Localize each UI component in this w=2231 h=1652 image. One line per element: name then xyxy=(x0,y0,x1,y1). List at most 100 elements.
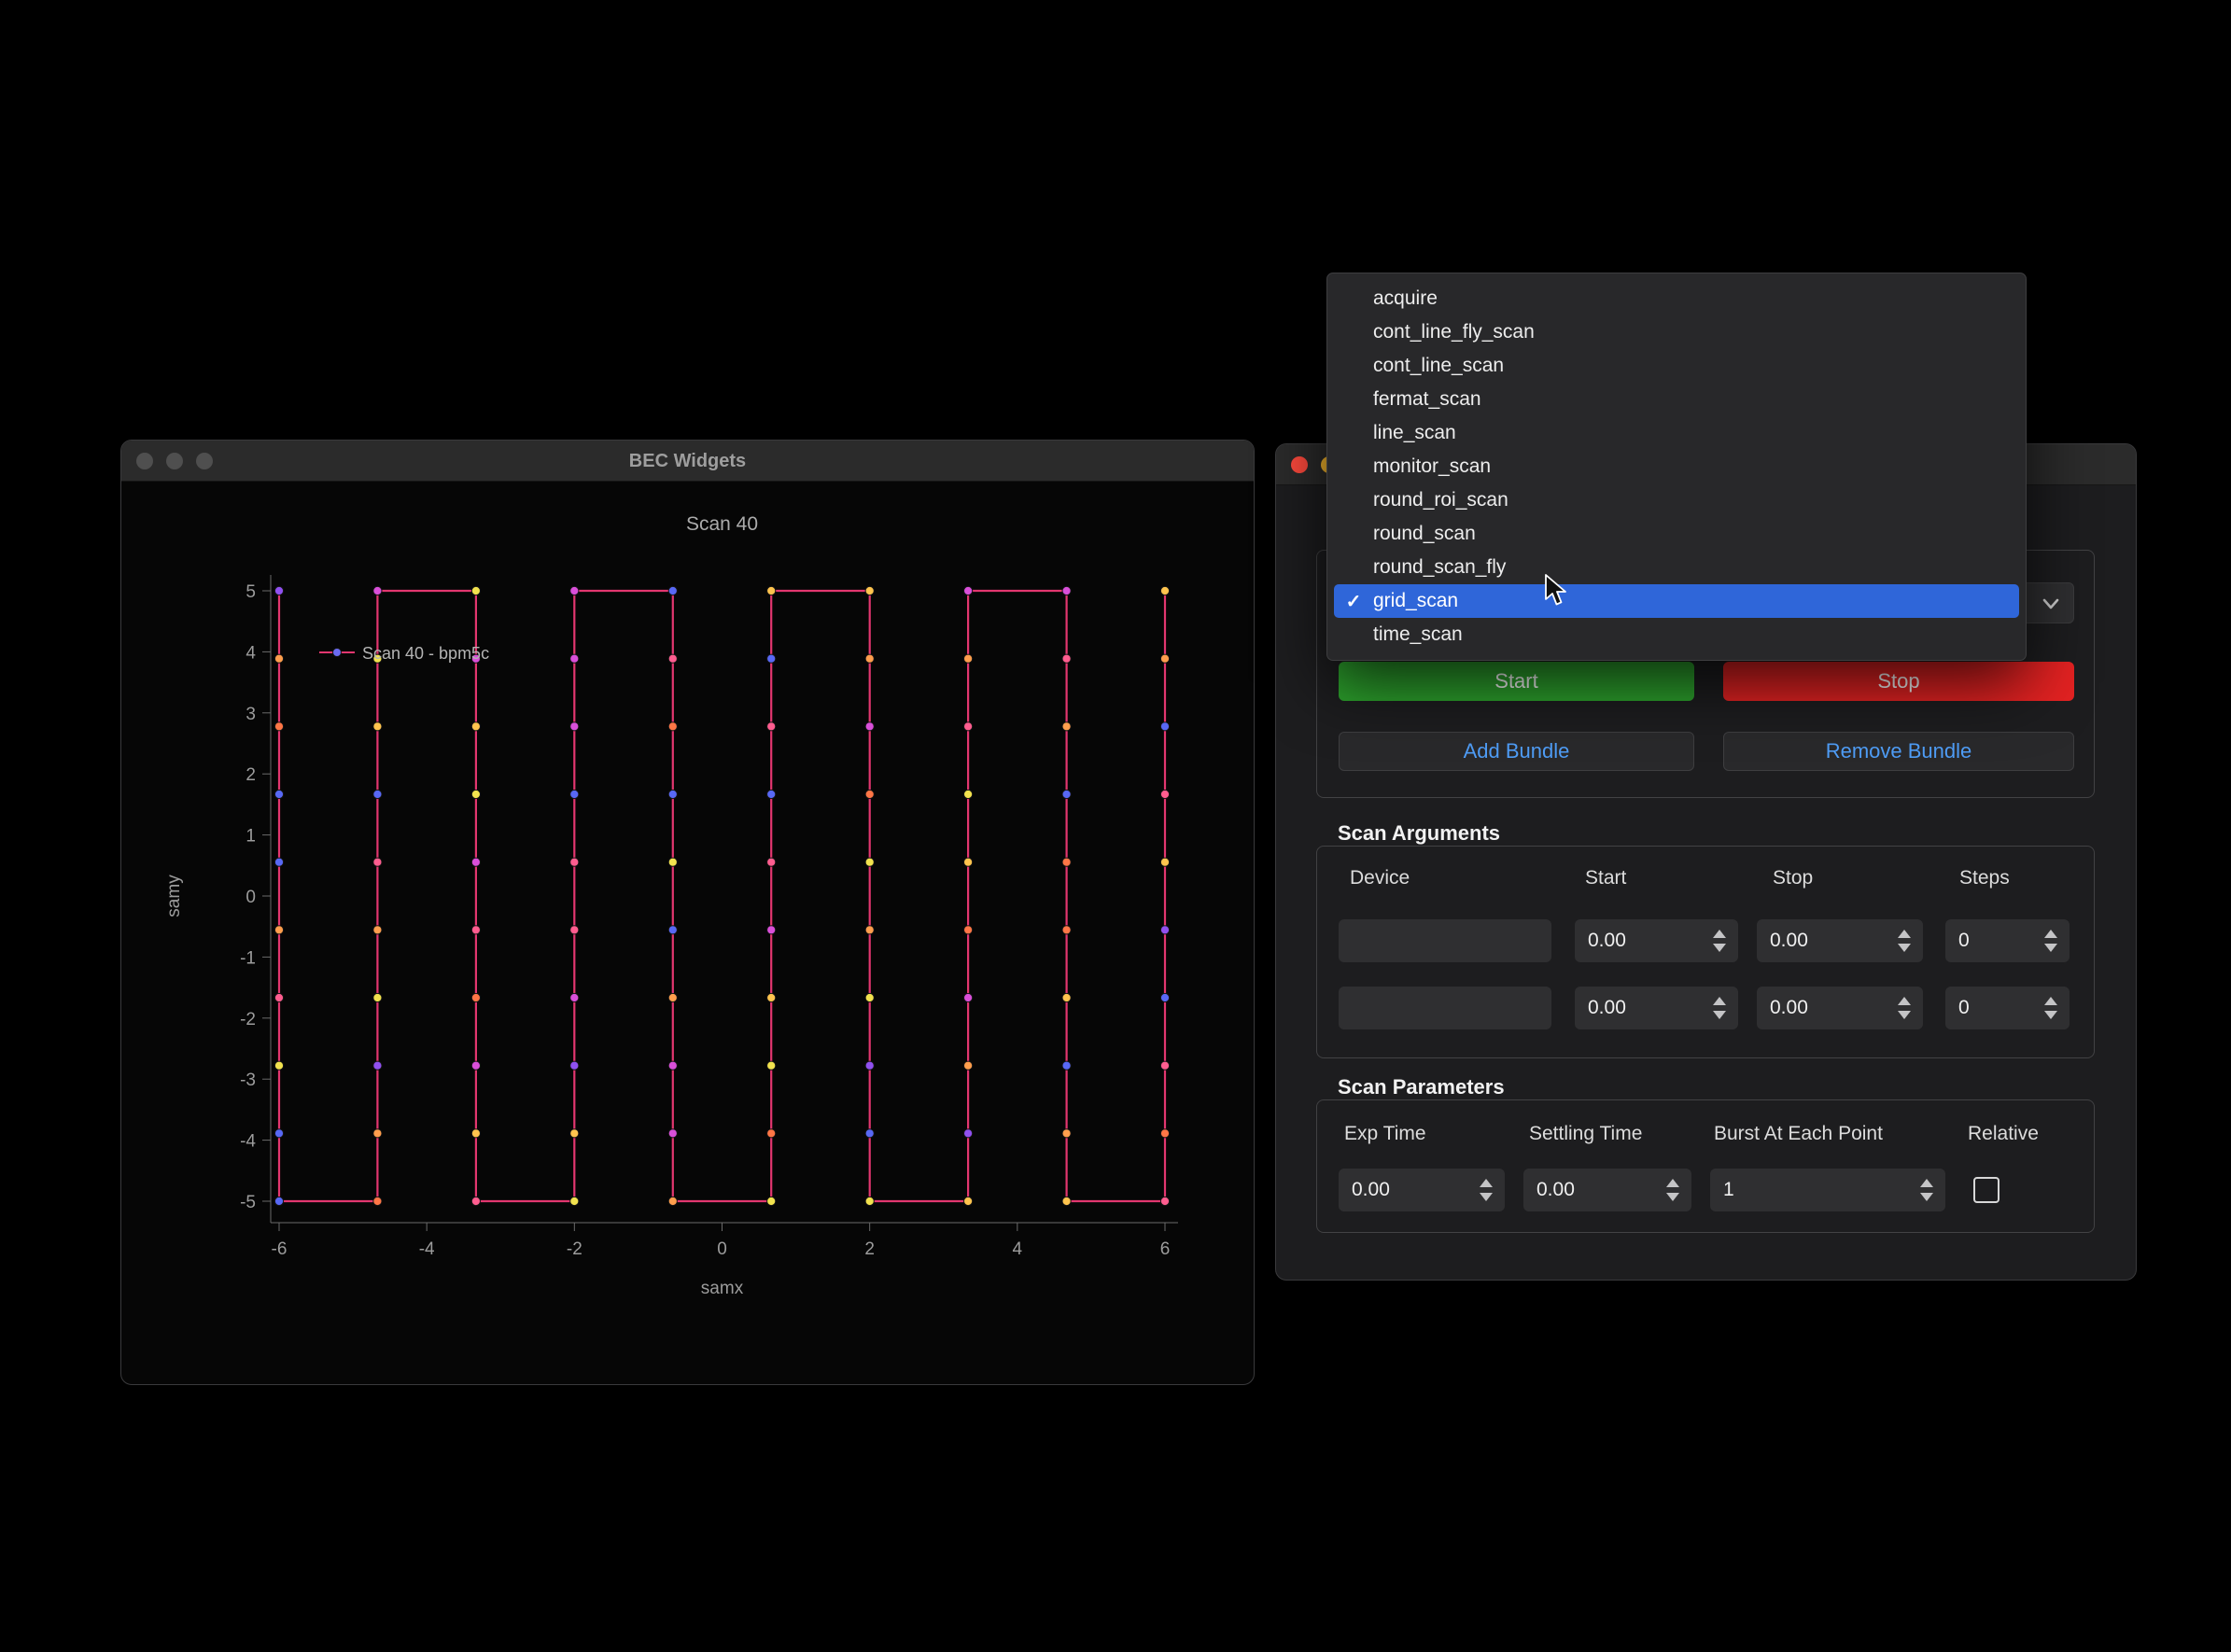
add-bundle-button[interactable]: Add Bundle xyxy=(1339,732,1694,771)
dropdown-item-time_scan[interactable]: time_scan xyxy=(1334,618,2019,651)
scan-point xyxy=(767,926,776,934)
dropdown-item-label: fermat_scan xyxy=(1373,388,1481,411)
scan-point xyxy=(570,586,579,595)
scan-point xyxy=(471,722,480,731)
scan-point xyxy=(274,1061,283,1070)
scan-point xyxy=(1160,790,1169,798)
scan-point xyxy=(1160,1197,1169,1205)
spinner-arrows-icon[interactable] xyxy=(2044,919,2061,962)
dropdown-item-label: cont_line_fly_scan xyxy=(1373,321,1535,343)
scan-point xyxy=(1160,1129,1169,1138)
scan-point xyxy=(471,1129,480,1138)
dropdown-item-round_scan_fly[interactable]: round_scan_fly xyxy=(1334,551,2019,584)
scan-point xyxy=(865,993,874,1001)
start-spinbox[interactable]: 0.00 xyxy=(1575,919,1738,962)
scan-point xyxy=(1062,1197,1071,1205)
scan-point xyxy=(570,1061,579,1070)
scan-point xyxy=(668,1197,677,1205)
spinner-arrows-icon[interactable] xyxy=(1713,987,1730,1029)
scan-arguments-title: Scan Arguments xyxy=(1338,821,1500,846)
scan-point xyxy=(1160,858,1169,866)
stop-button[interactable]: Stop xyxy=(1723,662,2074,701)
scan-point xyxy=(1062,586,1071,595)
svg-text:2: 2 xyxy=(864,1239,875,1259)
scan-point xyxy=(1160,654,1169,663)
scan-point xyxy=(1062,993,1071,1001)
settling-time-spinbox[interactable]: 0.00 xyxy=(1523,1169,1691,1211)
spinner-arrows-icon[interactable] xyxy=(1713,919,1730,962)
scan-point xyxy=(471,586,480,595)
scan-point xyxy=(373,993,382,1001)
dropdown-item-line_scan[interactable]: line_scan xyxy=(1334,416,2019,450)
stop-spinbox[interactable]: 0.00 xyxy=(1757,919,1923,962)
plot-window-titlebar[interactable]: BEC Widgets xyxy=(121,441,1254,482)
plot-window: BEC Widgets 543210-1-2-3-4-5-6-4-20246Sc… xyxy=(120,440,1255,1385)
scan-point xyxy=(767,1197,776,1205)
scan-point xyxy=(964,1061,973,1070)
dropdown-item-cont_line_fly_scan[interactable]: cont_line_fly_scan xyxy=(1334,315,2019,349)
device-header: Device xyxy=(1350,867,1410,889)
svg-text:4: 4 xyxy=(1013,1239,1023,1259)
remove-bundle-button[interactable]: Remove Bundle xyxy=(1723,732,2074,771)
spinner-arrows-icon[interactable] xyxy=(1666,1169,1683,1211)
scan-point xyxy=(570,790,579,798)
scan-point xyxy=(373,586,382,595)
spinner-arrows-icon[interactable] xyxy=(1898,919,1915,962)
dropdown-item-monitor_scan[interactable]: monitor_scan xyxy=(1334,450,2019,483)
close-button-icon[interactable] xyxy=(1291,456,1308,473)
svg-text:Scan 40 - bpm5c: Scan 40 - bpm5c xyxy=(362,644,489,663)
dropdown-item-label: round_scan xyxy=(1373,523,1476,545)
scan-point xyxy=(373,1197,382,1205)
scan-point xyxy=(1160,993,1169,1001)
exp-time-spinbox[interactable]: 0.00 xyxy=(1339,1169,1505,1211)
scan-point xyxy=(1062,858,1071,866)
device-input[interactable] xyxy=(1339,919,1551,962)
spinner-arrows-icon[interactable] xyxy=(1898,987,1915,1029)
scan-point xyxy=(767,1061,776,1070)
dropdown-item-grid_scan[interactable]: ✓grid_scan xyxy=(1334,584,2019,618)
scan-point xyxy=(865,790,874,798)
dropdown-item-round_scan[interactable]: round_scan xyxy=(1334,517,2019,551)
relative-checkbox[interactable] xyxy=(1973,1177,1999,1203)
scan-point xyxy=(373,1129,382,1138)
svg-text:Scan 40: Scan 40 xyxy=(686,513,758,535)
burst-spinbox[interactable]: 1 xyxy=(1710,1169,1945,1211)
scan-point xyxy=(767,790,776,798)
scan-point xyxy=(865,586,874,595)
dropdown-item-acquire[interactable]: acquire xyxy=(1334,282,2019,315)
spinner-arrows-icon[interactable] xyxy=(1920,1169,1937,1211)
svg-text:0: 0 xyxy=(717,1239,727,1259)
scan-point xyxy=(767,722,776,731)
svg-text:-5: -5 xyxy=(240,1193,256,1212)
relative-header: Relative xyxy=(1968,1123,2039,1145)
stop-spinbox[interactable]: 0.00 xyxy=(1757,987,1923,1029)
scan-point xyxy=(668,654,677,663)
dropdown-item-fermat_scan[interactable]: fermat_scan xyxy=(1334,383,2019,416)
scan-point xyxy=(668,926,677,934)
svg-text:4: 4 xyxy=(246,643,256,663)
exp-time-header: Exp Time xyxy=(1344,1123,1426,1145)
dropdown-item-round_roi_scan[interactable]: round_roi_scan xyxy=(1334,483,2019,517)
svg-text:0: 0 xyxy=(246,888,256,907)
scan-point xyxy=(1062,790,1071,798)
scan-parameters-title: Scan Parameters xyxy=(1338,1075,1505,1099)
steps-spinbox[interactable]: 0 xyxy=(1945,919,2070,962)
scan-point xyxy=(373,1061,382,1070)
scan-point xyxy=(767,654,776,663)
scan-point xyxy=(471,790,480,798)
scan-point xyxy=(865,1061,874,1070)
start-button[interactable]: Start xyxy=(1339,662,1694,701)
scan-point xyxy=(865,858,874,866)
scan-point xyxy=(274,654,283,663)
device-input[interactable] xyxy=(1339,987,1551,1029)
svg-text:-2: -2 xyxy=(567,1239,582,1259)
start-spinbox[interactable]: 0.00 xyxy=(1575,987,1738,1029)
scan-point xyxy=(964,1129,973,1138)
dropdown-item-cont_line_scan[interactable]: cont_line_scan xyxy=(1334,349,2019,383)
spinner-arrows-icon[interactable] xyxy=(1480,1169,1496,1211)
scan-point xyxy=(1062,1061,1071,1070)
spinner-arrows-icon[interactable] xyxy=(2044,987,2061,1029)
scan-point xyxy=(964,993,973,1001)
svg-text:-6: -6 xyxy=(272,1239,288,1259)
steps-spinbox[interactable]: 0 xyxy=(1945,987,2070,1029)
